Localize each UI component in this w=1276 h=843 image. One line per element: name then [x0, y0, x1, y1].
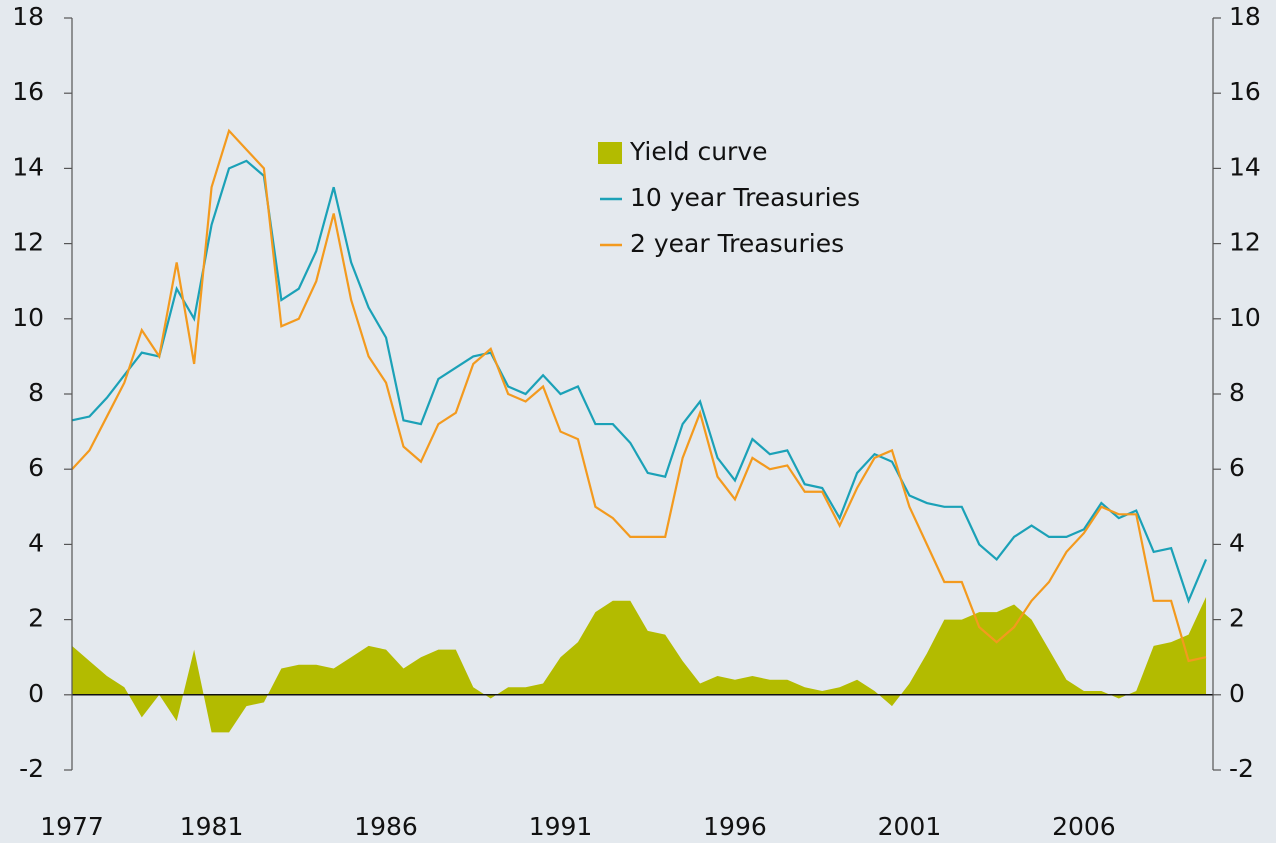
y-tick-label: 8: [28, 378, 44, 407]
y2-tick-label: 2: [1229, 604, 1245, 633]
x-tick-label: 1991: [529, 812, 593, 841]
y2-tick-label: 4: [1229, 528, 1245, 557]
y2-tick-label: 18: [1229, 2, 1261, 31]
y-tick-label: 18: [12, 2, 44, 31]
y2-tick-label: 10: [1229, 303, 1261, 332]
y-tick-label: 2: [28, 604, 44, 633]
y2-tick-label: -2: [1229, 754, 1254, 783]
y-tick-label: -2: [19, 754, 44, 783]
legend-label: 10 year Treasuries: [630, 183, 860, 212]
legend-label: 2 year Treasuries: [630, 229, 844, 258]
y-tick-label: 4: [28, 528, 44, 557]
y2-tick-label: 0: [1229, 679, 1245, 708]
y-tick-label: 16: [12, 77, 44, 106]
x-tick-label: 1977: [40, 812, 104, 841]
y-tick-label: 12: [12, 228, 44, 257]
series-line: [71, 159, 1208, 604]
x-tick-label: 1986: [354, 812, 418, 841]
series-line: [71, 128, 1207, 663]
y-tick-label: 10: [12, 303, 44, 332]
y2-tick-label: 16: [1229, 77, 1261, 106]
yield-curve-area: [72, 597, 1207, 733]
y-tick-label: 6: [28, 453, 44, 482]
x-tick-label: 2006: [1052, 812, 1116, 841]
y2-tick-label: 6: [1229, 453, 1245, 482]
x-tick-label: 1981: [180, 812, 244, 841]
y2-tick-label: 12: [1229, 228, 1261, 257]
x-tick-label: 2001: [878, 812, 942, 841]
legend-swatch: [598, 142, 622, 164]
legend-label: Yield curve: [629, 137, 768, 166]
x-tick-label: 1996: [703, 812, 767, 841]
y-tick-label: 0: [28, 679, 44, 708]
y-tick-label: 14: [12, 152, 44, 181]
y2-tick-label: 14: [1229, 152, 1261, 181]
y2-tick-label: 8: [1229, 378, 1245, 407]
